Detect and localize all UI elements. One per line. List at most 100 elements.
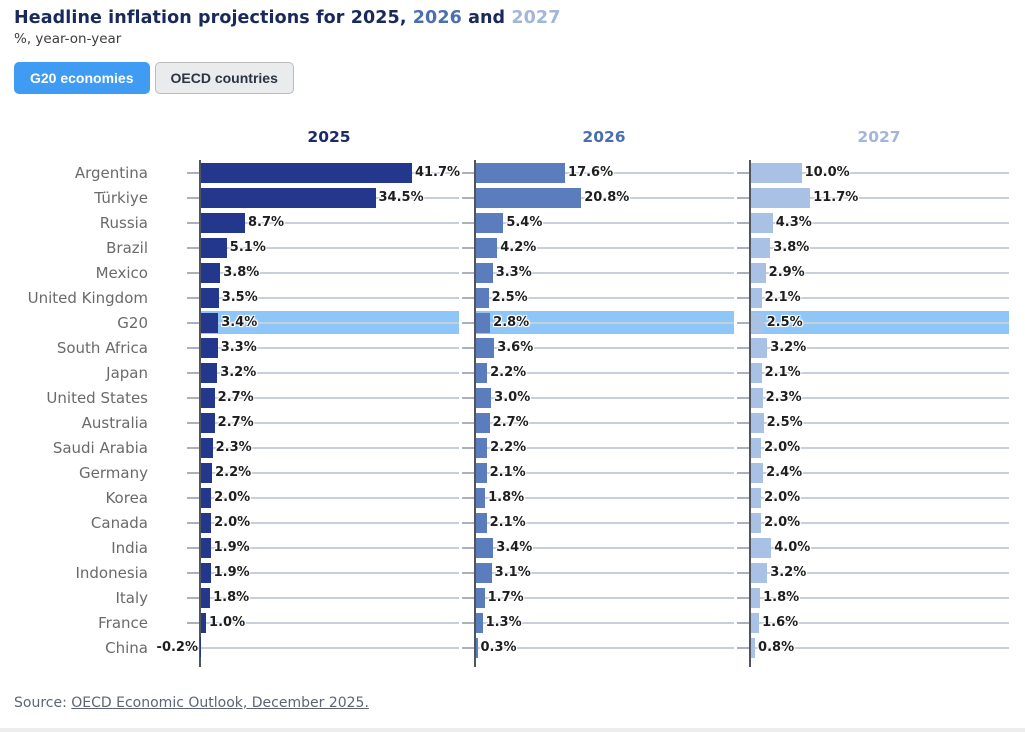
value-bar xyxy=(476,237,498,258)
value-bar xyxy=(476,212,504,233)
value-bar xyxy=(201,487,212,508)
row-track-line xyxy=(476,196,734,199)
value-bar xyxy=(751,487,762,508)
column-header-2026: 2026 xyxy=(582,128,626,146)
country-label: Türkiye xyxy=(94,188,148,207)
value-bar xyxy=(201,312,219,333)
country-label: Canada xyxy=(90,513,148,532)
g20-economies-button[interactable]: G20 economies xyxy=(14,62,150,94)
value-label: 17.6% xyxy=(568,165,614,180)
value-label: -0.2% xyxy=(156,640,198,655)
value-label: 4.3% xyxy=(775,215,812,230)
chart-row: 10.0% xyxy=(737,160,1009,185)
chart-row: 2.9% xyxy=(737,260,1009,285)
row-track-line xyxy=(201,296,459,299)
value-label: 2.7% xyxy=(217,390,254,405)
value-label: 2.5% xyxy=(766,315,803,330)
value-bar xyxy=(201,337,218,358)
chart-row: 3.8% xyxy=(187,260,459,285)
chart-row: 2.3% xyxy=(187,435,459,460)
value-label: 3.8% xyxy=(773,240,810,255)
country-label: Brazil xyxy=(106,238,148,257)
chart-panel-2025: 41.7% 34.5% 8.7% 5.1% 3.8% 3.5% 3.4% 3.3% 3.2% 2.… xyxy=(157,160,460,667)
country-label: Japan xyxy=(106,363,148,382)
chart-row: 41.7% xyxy=(187,160,460,185)
row-track-line xyxy=(201,321,459,324)
row-track-line xyxy=(476,246,734,249)
value-bar xyxy=(751,537,772,558)
row-track-line xyxy=(476,496,734,499)
chart-row: 2.0% xyxy=(737,435,1009,460)
row-track-line xyxy=(476,221,734,224)
value-bar xyxy=(476,262,493,283)
chart-row: 4.2% xyxy=(462,235,734,260)
chart-row: 2.5% xyxy=(462,285,734,310)
chart-row: -0.2% xyxy=(157,635,459,660)
value-label: 3.1% xyxy=(494,565,531,580)
value-label: 2.1% xyxy=(489,465,526,480)
row-track-line xyxy=(751,621,1009,624)
value-bar xyxy=(476,587,485,608)
chart-row: 1.9% xyxy=(187,560,459,585)
value-bar xyxy=(751,437,762,458)
value-bar xyxy=(476,412,490,433)
row-track-line xyxy=(751,596,1009,599)
chart-row: 5.1% xyxy=(187,235,459,260)
chart-row: 2.1% xyxy=(462,460,734,485)
chart-row: 2.3% xyxy=(737,385,1009,410)
value-label: 8.7% xyxy=(248,215,285,230)
row-track-line xyxy=(476,321,734,324)
value-bar xyxy=(751,562,768,583)
chart-row: 3.0% xyxy=(462,385,734,410)
chart-row: 2.8% xyxy=(462,310,734,335)
row-track-line xyxy=(476,421,734,424)
value-label: 1.0% xyxy=(209,615,246,630)
row-track-line xyxy=(201,346,459,349)
chart-row: 2.2% xyxy=(187,460,459,485)
value-label: 3.2% xyxy=(770,565,807,580)
value-label: 34.5% xyxy=(378,190,424,205)
title-prefix: Headline inflation projections for xyxy=(14,8,351,28)
chart-row: 4.0% xyxy=(737,535,1009,560)
chart-panel-2027: 10.0% 11.7% 4.3% 3.8% 2.9% 2.1% 2.5% 3.2% 2.1% 2.… xyxy=(737,160,1009,667)
country-label: South Africa xyxy=(56,338,148,357)
value-bar xyxy=(201,412,215,433)
row-track-line xyxy=(476,296,734,299)
value-label: 3.2% xyxy=(220,365,257,380)
source-link[interactable]: OECD Economic Outlook, December 2025. xyxy=(71,695,369,711)
chart-row: 3.8% xyxy=(737,235,1009,260)
value-bar xyxy=(476,337,495,358)
value-bar xyxy=(476,537,494,558)
country-label: United States xyxy=(46,388,148,407)
row-track-line xyxy=(476,446,734,449)
row-track-line xyxy=(201,496,459,499)
value-bar xyxy=(751,262,766,283)
oecd-countries-button[interactable]: OECD countries xyxy=(154,62,294,94)
chart-row: 3.3% xyxy=(187,335,459,360)
value-label: 3.8% xyxy=(223,265,260,280)
value-label: 20.8% xyxy=(584,190,630,205)
chart-row: 3.5% xyxy=(187,285,459,310)
row-track-line xyxy=(476,271,734,274)
value-label: 5.1% xyxy=(229,240,266,255)
value-label: 4.2% xyxy=(500,240,537,255)
chart-row: 2.1% xyxy=(462,510,734,535)
chart-row: 4.3% xyxy=(737,210,1009,235)
source-prefix: Source: xyxy=(14,695,72,711)
value-label: 2.0% xyxy=(764,515,801,530)
row-track-line xyxy=(751,546,1009,549)
row-track-line xyxy=(751,421,1009,424)
value-label: 5.4% xyxy=(506,215,543,230)
chart-panel-2026: 17.6% 20.8% 5.4% 4.2% 3.3% 2.5% 2.8% 3.6% 2.2% 3.… xyxy=(462,160,734,667)
value-label: 0.8% xyxy=(758,640,795,655)
value-bar xyxy=(201,612,207,633)
row-track-line xyxy=(751,521,1009,524)
value-label: 0.3% xyxy=(480,640,517,655)
column-header-2027: 2027 xyxy=(857,128,901,146)
value-bar xyxy=(201,562,211,583)
country-label: France xyxy=(98,613,148,632)
chart-row: 0.3% xyxy=(462,635,734,660)
row-track-line xyxy=(751,496,1009,499)
value-bar xyxy=(476,487,486,508)
title-year-2025: 2025 xyxy=(350,8,400,28)
